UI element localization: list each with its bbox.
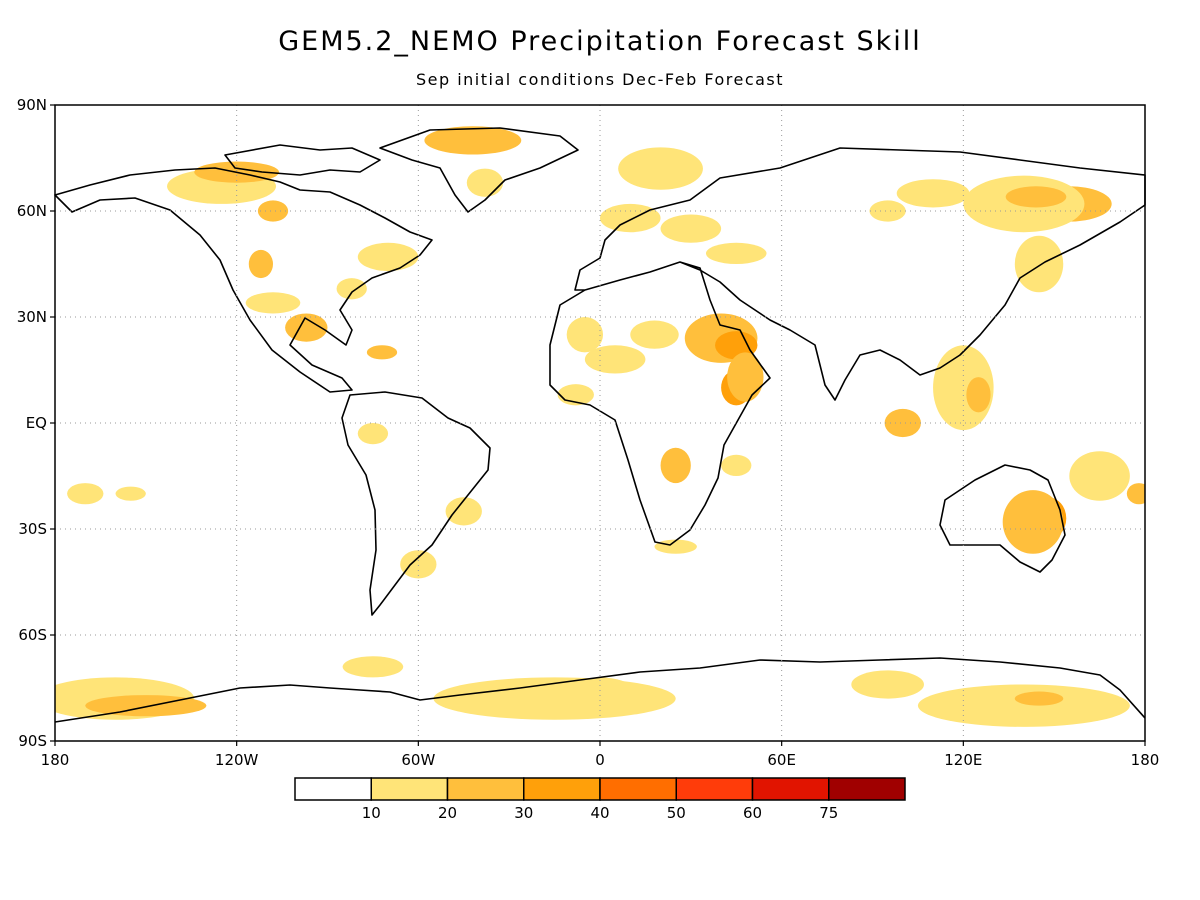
skill-region-13 <box>357 242 419 272</box>
skill-region-3 <box>1014 235 1064 293</box>
lat-label: EQ <box>26 414 47 432</box>
coastline-eurasia-africa <box>549 147 1146 546</box>
skill-region-8 <box>257 200 289 222</box>
coastline-antarctica <box>54 657 1146 723</box>
skill-region-39 <box>67 483 104 505</box>
figure-title: GEM5.2_NEMO Precipitation Forecast Skill <box>278 26 922 57</box>
lon-label: 120W <box>215 751 259 769</box>
colorbar-label: 50 <box>667 804 686 822</box>
lon-label: 180 <box>1131 751 1160 769</box>
colorbar-label: 10 <box>362 804 381 822</box>
skill-region-36 <box>1002 490 1064 554</box>
skill-region-30 <box>721 454 752 476</box>
skill-region-16 <box>466 168 504 197</box>
skill-region-41 <box>357 423 389 445</box>
skill-region-38 <box>1126 483 1145 505</box>
skill-region-31 <box>654 539 697 554</box>
skill-region-37 <box>1069 451 1130 501</box>
lat-label: 30N <box>17 308 47 326</box>
skill-region-5 <box>869 200 906 222</box>
lat-label: 60N <box>17 202 47 220</box>
skill-region-40 <box>115 486 146 501</box>
lat-label: 90S <box>18 732 47 750</box>
skill-region-14 <box>366 345 398 360</box>
skill-region-26 <box>584 345 646 374</box>
colorbar-label: 60 <box>743 804 762 822</box>
colorbar-swatch <box>370 777 449 801</box>
lat-label: 60S <box>18 626 47 644</box>
lon-label: 0 <box>595 751 605 769</box>
colorbar-label: 30 <box>514 804 533 822</box>
skill-region-51 <box>851 670 924 699</box>
longitude-labels: 180 120W 60W 0 60E 120E 180 <box>41 741 1160 769</box>
coastline-north-america <box>54 167 433 393</box>
skill-region-24 <box>727 352 764 402</box>
colorbar: 10 20 30 40 50 60 75 <box>294 777 906 822</box>
skill-region-49 <box>917 684 1130 727</box>
colorbar-swatch <box>599 777 677 801</box>
colorbar-swatch <box>751 777 830 801</box>
figure-subtitle: Sep initial conditions Dec-Feb Forecast <box>415 70 785 89</box>
skill-region-28 <box>566 317 604 353</box>
skill-region-46 <box>342 656 404 678</box>
skill-region-18 <box>600 203 661 233</box>
skill-region-32 <box>884 408 921 438</box>
skill-region-15 <box>424 126 522 155</box>
skill-region-12 <box>336 278 367 300</box>
lat-label: 90N <box>17 96 47 114</box>
skill-region-43 <box>445 497 482 526</box>
coastline-layer <box>54 127 1146 723</box>
skill-region-4 <box>896 179 970 208</box>
skill-region-34 <box>966 377 991 413</box>
lon-label: 180 <box>41 751 70 769</box>
colorbar-swatch <box>446 777 525 801</box>
coastline-greenland <box>379 127 579 213</box>
skill-region-50 <box>1014 691 1064 706</box>
graticule <box>55 105 1145 741</box>
colorbar-label: 20 <box>438 804 457 822</box>
lon-label: 60W <box>401 751 435 769</box>
skill-shading-layer <box>55 126 1145 727</box>
colorbar-label: 75 <box>819 804 838 822</box>
lon-label: 60E <box>767 751 796 769</box>
skill-region-10 <box>245 292 301 314</box>
lon-label: 120E <box>944 751 982 769</box>
skill-region-2 <box>1005 186 1067 208</box>
coastline-arctic-islands <box>224 144 381 176</box>
coastline-south-america <box>341 391 491 616</box>
colorbar-swatch <box>523 777 601 801</box>
skill-region-42 <box>400 550 437 579</box>
colorbar-label: 40 <box>590 804 609 822</box>
skill-region-17 <box>618 147 703 190</box>
skill-region-19 <box>660 214 722 243</box>
skill-region-29 <box>660 447 691 484</box>
skill-region-25 <box>630 320 679 349</box>
coastline-australia <box>939 464 1066 573</box>
skill-region-9 <box>248 249 273 279</box>
colorbar-swatch <box>294 777 372 801</box>
colorbar-swatch <box>675 777 754 801</box>
latitude-labels: 90N 60N 30N EQ 30S 60S 90S <box>17 96 55 750</box>
skill-region-22 <box>715 331 758 360</box>
skill-region-48 <box>569 677 631 699</box>
colorbar-swatch <box>828 777 906 801</box>
skill-region-20 <box>705 242 767 264</box>
lat-label: 30S <box>18 520 47 538</box>
